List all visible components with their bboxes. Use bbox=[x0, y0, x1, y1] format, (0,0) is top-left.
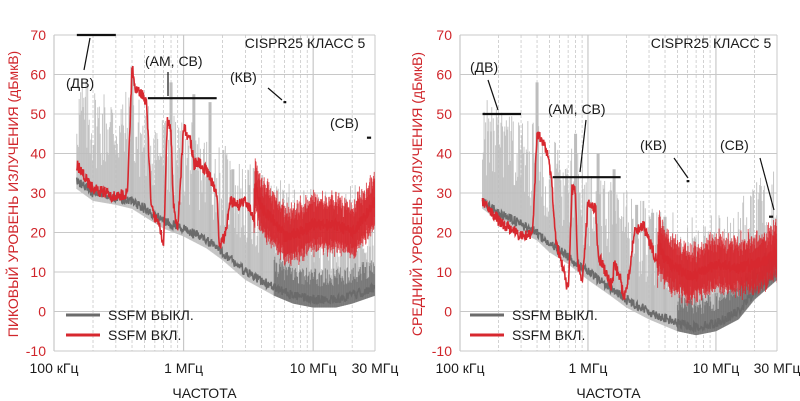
y-tick-label: -10 bbox=[432, 343, 452, 359]
limit-label: (КВ) bbox=[640, 137, 667, 153]
limit-label: (СВ) bbox=[720, 137, 749, 153]
chart-panel-2: -10 0 10 20 30 40 50 60 70 100 кГц 1 МГц 10 МГц 30 М… bbox=[408, 27, 800, 401]
y-tick-label: 60 bbox=[30, 67, 46, 83]
y-tick-label: 70 bbox=[30, 27, 46, 43]
limit-label: (ДВ) bbox=[470, 59, 498, 75]
annotation-arrow bbox=[267, 87, 283, 101]
x-tick-label: 30 МГц bbox=[352, 360, 399, 376]
limit-label: (АМ, СВ) bbox=[145, 53, 203, 69]
chart-panel-1: -10 0 10 20 30 40 50 60 70 100 кГц 1 МГц 10 МГц 30 М… bbox=[4, 27, 398, 401]
ssfm-on-line bbox=[481, 131, 777, 301]
x-tick-label: 1 МГц bbox=[164, 360, 203, 376]
y-tick-label: 70 bbox=[436, 27, 452, 43]
legend-label: SSFM ВКЛ. bbox=[512, 327, 585, 343]
legend-label: SSFM ВЫКЛ. bbox=[512, 307, 598, 323]
x-tick-label: 10 МГц bbox=[290, 360, 337, 376]
y-tick-label: 40 bbox=[30, 146, 46, 162]
legend-label: SSFM ВКЛ. bbox=[108, 327, 181, 343]
ssfm-on-line bbox=[76, 65, 375, 249]
x-tick-label: 100 кГц bbox=[436, 360, 485, 376]
limit-label: (КВ) bbox=[230, 69, 257, 85]
y-tick-label: 30 bbox=[436, 185, 452, 201]
chart-title: CISPR25 КЛАСС 5 bbox=[651, 35, 772, 51]
annotation-arrow bbox=[487, 79, 499, 111]
y-tick-label: 10 bbox=[436, 264, 452, 280]
y-tick-label: 20 bbox=[30, 225, 46, 241]
y-tick-label: 0 bbox=[38, 304, 46, 320]
x-axis-label: ЧАСТОТА bbox=[172, 385, 237, 401]
y-tick-label: 60 bbox=[436, 67, 452, 83]
y-axis-label: СРЕДНИЙ УРОВЕНЬ ИЗЛУЧЕНИЯ (дБмкВ) bbox=[408, 52, 425, 336]
x-tick-label: 30 МГц bbox=[754, 360, 800, 376]
x-tick-label: 10 МГц bbox=[693, 360, 740, 376]
limit-label: (АМ, СВ) bbox=[548, 101, 606, 117]
y-axis-label: ПИКОВЫЙ УРОВЕНЬ ИЗЛУЧЕНИЯ (дБмкВ) bbox=[4, 51, 21, 337]
limit-label: (СВ) bbox=[330, 115, 359, 131]
x-tick-label: 100 кГц bbox=[30, 360, 79, 376]
chart-title: CISPR25 КЛАСС 5 bbox=[245, 35, 366, 51]
limit-label: (ДВ) bbox=[66, 75, 94, 91]
y-tick-label: -10 bbox=[26, 343, 46, 359]
y-tick-label: 50 bbox=[436, 106, 452, 122]
y-tick-label: 20 bbox=[436, 225, 452, 241]
traces bbox=[481, 82, 777, 336]
x-tick-label: 1 МГц bbox=[569, 360, 608, 376]
y-tick-label: 0 bbox=[444, 304, 452, 320]
annotation-arrow bbox=[673, 157, 689, 179]
legend-label: SSFM ВЫКЛ. bbox=[108, 307, 194, 323]
y-tick-label: 30 bbox=[30, 185, 46, 201]
y-tick-label: 50 bbox=[30, 106, 46, 122]
annotation-arrow bbox=[83, 37, 91, 71]
annotation-arrow bbox=[759, 157, 775, 211]
x-axis-label: ЧАСТОТА bbox=[576, 385, 641, 401]
y-tick-label: 10 bbox=[30, 264, 46, 280]
traces bbox=[76, 65, 375, 308]
annotation-arrow bbox=[579, 119, 587, 173]
y-tick-label: 40 bbox=[436, 146, 452, 162]
